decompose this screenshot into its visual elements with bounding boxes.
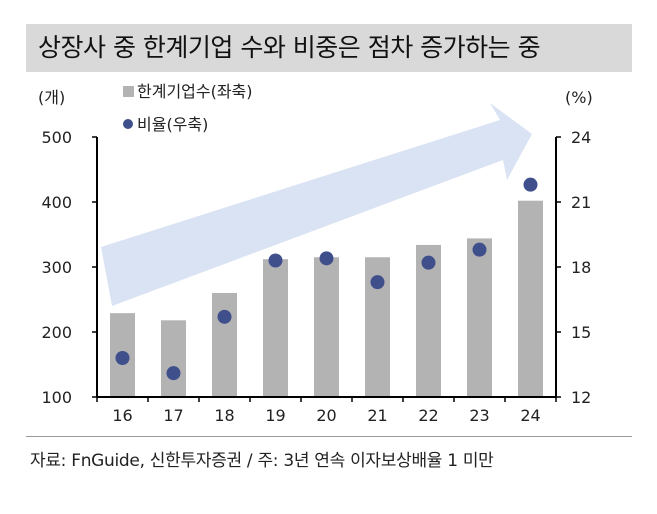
dot-24 — [523, 177, 538, 192]
bar-18 — [212, 293, 237, 397]
right-tick-label: 21 — [571, 193, 591, 212]
left-tick-label: 100 — [41, 388, 72, 407]
legend-dot-swatch — [123, 119, 133, 129]
bar-17 — [161, 320, 186, 397]
x-tick-label: 16 — [112, 406, 132, 425]
legend-dot-label: 비율(우축) — [137, 115, 208, 134]
x-tick-label: 18 — [214, 406, 234, 425]
x-tick-label: 20 — [316, 406, 336, 425]
left-axis-unit: (개) — [38, 88, 65, 107]
dot-20 — [319, 251, 334, 266]
x-tick-label: 23 — [469, 406, 489, 425]
dot-22 — [421, 255, 436, 270]
dot-18 — [217, 309, 232, 324]
dot-21 — [370, 275, 385, 290]
x-tick-label: 24 — [520, 406, 540, 425]
right-axis-unit: (%) — [565, 88, 593, 107]
right-tick-label: 15 — [571, 323, 591, 342]
bar-23 — [467, 238, 492, 397]
x-tick-label: 21 — [367, 406, 387, 425]
right-tick-label: 18 — [571, 258, 591, 277]
x-tick-label: 17 — [163, 406, 183, 425]
right-tick-label: 24 — [571, 128, 591, 147]
right-tick-label: 12 — [571, 388, 591, 407]
dot-16 — [115, 351, 130, 365]
bar-19 — [263, 259, 288, 397]
bar-20 — [314, 257, 339, 397]
legend-bar-swatch — [123, 86, 134, 97]
trend-arrow — [101, 103, 532, 306]
dot-17 — [166, 366, 181, 381]
divider — [26, 436, 632, 437]
dot-23 — [472, 242, 487, 257]
left-tick-label: 300 — [41, 258, 72, 277]
dot-19 — [268, 253, 283, 268]
left-tick-label: 400 — [41, 193, 72, 212]
source-note: 자료: FnGuide, 신한투자증권 / 주: 3년 연속 이자보상배율 1 … — [30, 451, 494, 471]
chart-title: 상장사 중 한계기업 수와 비중은 점차 증가하는 중 — [26, 24, 632, 72]
x-tick-label: 19 — [265, 406, 285, 425]
left-tick-label: 200 — [41, 323, 72, 342]
bar-22 — [416, 244, 441, 397]
bar-24 — [518, 200, 543, 397]
legend-bar-label: 한계기업수(좌축) — [137, 82, 253, 101]
chart: 100 200 300 400 500 12 15 18 21 24 16 17 18 19 20 21 22 2… — [38, 82, 593, 425]
x-tick-label: 22 — [418, 406, 438, 425]
left-tick-label: 500 — [41, 128, 72, 147]
